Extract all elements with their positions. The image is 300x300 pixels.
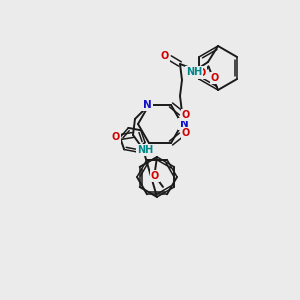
Text: N: N bbox=[142, 100, 152, 110]
Text: O: O bbox=[151, 171, 159, 181]
Text: O: O bbox=[161, 51, 169, 61]
Text: O: O bbox=[112, 132, 120, 142]
Text: O: O bbox=[182, 128, 190, 138]
Text: N: N bbox=[180, 119, 188, 129]
Text: O: O bbox=[198, 68, 206, 77]
Text: O: O bbox=[211, 73, 219, 83]
Text: NH: NH bbox=[137, 145, 153, 155]
Text: N: N bbox=[180, 119, 188, 129]
Text: NH: NH bbox=[186, 67, 202, 77]
Text: O: O bbox=[182, 110, 190, 120]
